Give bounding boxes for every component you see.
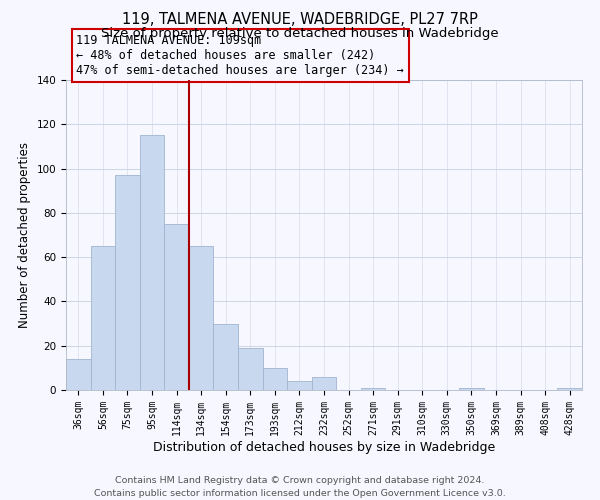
Bar — [214, 324, 238, 390]
Bar — [361, 388, 385, 390]
Text: Contains HM Land Registry data © Crown copyright and database right 2024.
Contai: Contains HM Land Registry data © Crown c… — [94, 476, 506, 498]
Bar — [115, 175, 140, 390]
Bar — [263, 368, 287, 390]
Text: 119, TALMENA AVENUE, WADEBRIDGE, PL27 7RP: 119, TALMENA AVENUE, WADEBRIDGE, PL27 7R… — [122, 12, 478, 28]
Text: 119 TALMENA AVENUE: 109sqm
← 48% of detached houses are smaller (242)
47% of sem: 119 TALMENA AVENUE: 109sqm ← 48% of deta… — [76, 34, 404, 77]
Bar — [164, 224, 189, 390]
Bar — [287, 381, 312, 390]
Bar — [557, 388, 582, 390]
Text: Size of property relative to detached houses in Wadebridge: Size of property relative to detached ho… — [101, 28, 499, 40]
Bar — [238, 348, 263, 390]
Bar — [66, 359, 91, 390]
X-axis label: Distribution of detached houses by size in Wadebridge: Distribution of detached houses by size … — [153, 440, 495, 454]
Y-axis label: Number of detached properties: Number of detached properties — [18, 142, 31, 328]
Bar — [312, 376, 336, 390]
Bar — [459, 388, 484, 390]
Bar — [140, 136, 164, 390]
Bar — [189, 246, 214, 390]
Bar — [91, 246, 115, 390]
